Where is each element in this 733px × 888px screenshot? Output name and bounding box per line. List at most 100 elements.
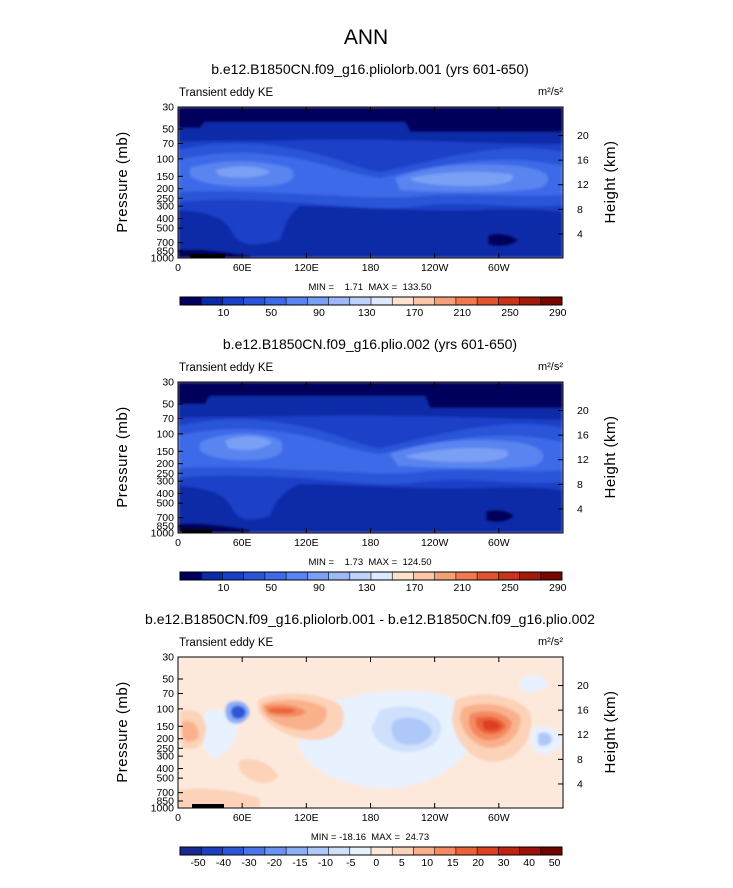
y-right-tick-label: 16 bbox=[577, 430, 589, 442]
y-right-tick-label: 16 bbox=[577, 155, 589, 167]
colorbar-swatch bbox=[392, 572, 414, 580]
y-tick-label: 70 bbox=[162, 413, 174, 425]
colorbar-label: 170 bbox=[406, 582, 424, 594]
colorbar-swatch bbox=[540, 572, 563, 580]
panel-2-colorbar: 10 50 90 130 170 210 250 290 bbox=[179, 571, 567, 594]
colorbar-label: 130 bbox=[358, 582, 376, 594]
colorbar-swatch bbox=[477, 297, 499, 305]
colorbar-swatch bbox=[540, 297, 563, 305]
colorbar-swatch bbox=[349, 572, 372, 580]
y-tick-label: 200 bbox=[156, 458, 174, 470]
y-tick-label: 700 bbox=[156, 787, 174, 799]
colorbar-label: 290 bbox=[549, 307, 567, 319]
y-tick-label: 250 bbox=[156, 743, 174, 755]
colorbar-swatch bbox=[264, 572, 287, 580]
colorbar-label: 90 bbox=[313, 307, 325, 319]
panel-1-subtitle: Transient eddy KE bbox=[179, 87, 274, 99]
x-tick-label: 0 bbox=[175, 812, 181, 824]
colorbar-swatch bbox=[180, 297, 202, 305]
y-right-tick-label: 4 bbox=[577, 778, 583, 790]
panel-3-ylabel-right: Height (km) bbox=[602, 690, 619, 773]
panel-2-stats: MIN = 1.73 MAX = 124.50 bbox=[308, 557, 431, 568]
x-tick-label: 120E bbox=[294, 812, 319, 824]
y-tick-label: 850 bbox=[156, 246, 174, 258]
colorbar-frame bbox=[179, 296, 563, 306]
colorbar-swatch bbox=[455, 297, 478, 305]
x-tick-label: 120W bbox=[421, 812, 449, 824]
y-tick-label: 400 bbox=[156, 488, 174, 500]
y-tick-label: 100 bbox=[156, 428, 174, 440]
y-tick-label: 150 bbox=[156, 171, 174, 183]
colorbar-swatch bbox=[498, 572, 520, 580]
y-tick-label: 1000 bbox=[151, 253, 175, 265]
y-tick-label: 1000 bbox=[151, 803, 175, 815]
colorbar-swatch bbox=[243, 847, 266, 855]
colorbar-swatch bbox=[477, 572, 499, 580]
y-right-tick-label: 4 bbox=[577, 503, 583, 515]
colorbar-label: 10 bbox=[218, 307, 230, 319]
colorbar-swatch bbox=[413, 572, 436, 580]
colorbar-swatch bbox=[371, 847, 393, 855]
panel-1-ylabel: Pressure (mb) bbox=[114, 131, 131, 233]
colorbar-swatch bbox=[371, 572, 393, 580]
panel-3-colorbar: -50 -40 -30 -20 -15 -10 -5 0 5 10 15 20 30 40 50 bbox=[179, 846, 563, 869]
colorbar-label: 170 bbox=[406, 307, 424, 319]
x-tick-label: 60W bbox=[488, 537, 510, 549]
y-tick-label: 400 bbox=[156, 213, 174, 225]
y-tick-label: 200 bbox=[156, 733, 174, 745]
colorbar-swatch bbox=[519, 572, 542, 580]
y-tick-label: 300 bbox=[156, 751, 174, 763]
panel-2-units: m²/s² bbox=[538, 361, 563, 373]
colorbar-swatch bbox=[307, 847, 329, 855]
colorbar-swatch bbox=[222, 572, 245, 580]
y-right-tick-label: 8 bbox=[577, 754, 583, 766]
colorbar-swatch bbox=[222, 297, 245, 305]
y-right-tick-label: 20 bbox=[577, 405, 589, 417]
x-tick-label: 60E bbox=[233, 262, 252, 274]
panel-3-field bbox=[178, 657, 563, 808]
x-tick-label: 120W bbox=[421, 537, 449, 549]
y-right-tick-label: 8 bbox=[577, 204, 583, 216]
x-tick-label: 0 bbox=[175, 262, 181, 274]
panel-1-stats: MIN = 1.71 MAX = 133.50 bbox=[308, 282, 431, 293]
y-tick-label: 150 bbox=[156, 446, 174, 458]
colorbar-swatch bbox=[328, 572, 351, 580]
colorbar-swatch bbox=[307, 297, 329, 305]
colorbar-swatch bbox=[434, 572, 457, 580]
colorbar-label: 210 bbox=[453, 307, 471, 319]
y-right-tick-label: 16 bbox=[577, 705, 589, 717]
colorbar-swatch bbox=[455, 572, 478, 580]
colorbar-swatch bbox=[180, 572, 202, 580]
y-tick-label: 50 bbox=[162, 673, 174, 685]
y-right-tick-label: 4 bbox=[577, 228, 583, 240]
y-tick-label: 50 bbox=[162, 398, 174, 410]
colorbar-label: 20 bbox=[472, 857, 484, 869]
colorbar-label: 130 bbox=[358, 307, 376, 319]
colorbar-label: 50 bbox=[265, 307, 277, 319]
figure-title: ANN bbox=[344, 26, 388, 49]
panel-1-ylabel-right: Height (km) bbox=[602, 140, 619, 223]
colorbar-swatch bbox=[371, 297, 393, 305]
y-tick-label: 850 bbox=[156, 521, 174, 533]
panel-2-field bbox=[178, 382, 563, 533]
panel-2-ylabel: Pressure (mb) bbox=[114, 406, 131, 508]
colorbar-label: -40 bbox=[216, 857, 231, 869]
panel-2: b.e12.B1850CN.f09_g16.plio.002 (yrs 601-… bbox=[114, 336, 619, 594]
colorbar-swatch bbox=[328, 297, 351, 305]
colorbar-label: 50 bbox=[549, 857, 561, 869]
panel-1-title: b.e12.B1850CN.f09_g16.pliolorb.001 (yrs … bbox=[211, 61, 529, 77]
colorbar-label: 10 bbox=[421, 857, 433, 869]
y-tick-label: 500 bbox=[156, 498, 174, 510]
colorbar-frame bbox=[179, 846, 563, 856]
colorbar-label: 290 bbox=[549, 582, 567, 594]
panel-1-units: m²/s² bbox=[538, 86, 563, 98]
y-tick-label: 300 bbox=[156, 201, 174, 213]
colorbar-swatch bbox=[498, 297, 520, 305]
colorbar-swatch bbox=[243, 297, 266, 305]
panel-1-field bbox=[178, 107, 563, 258]
colorbar-frame bbox=[179, 571, 563, 581]
colorbar-swatch bbox=[286, 847, 308, 855]
y-tick-label: 150 bbox=[156, 721, 174, 733]
